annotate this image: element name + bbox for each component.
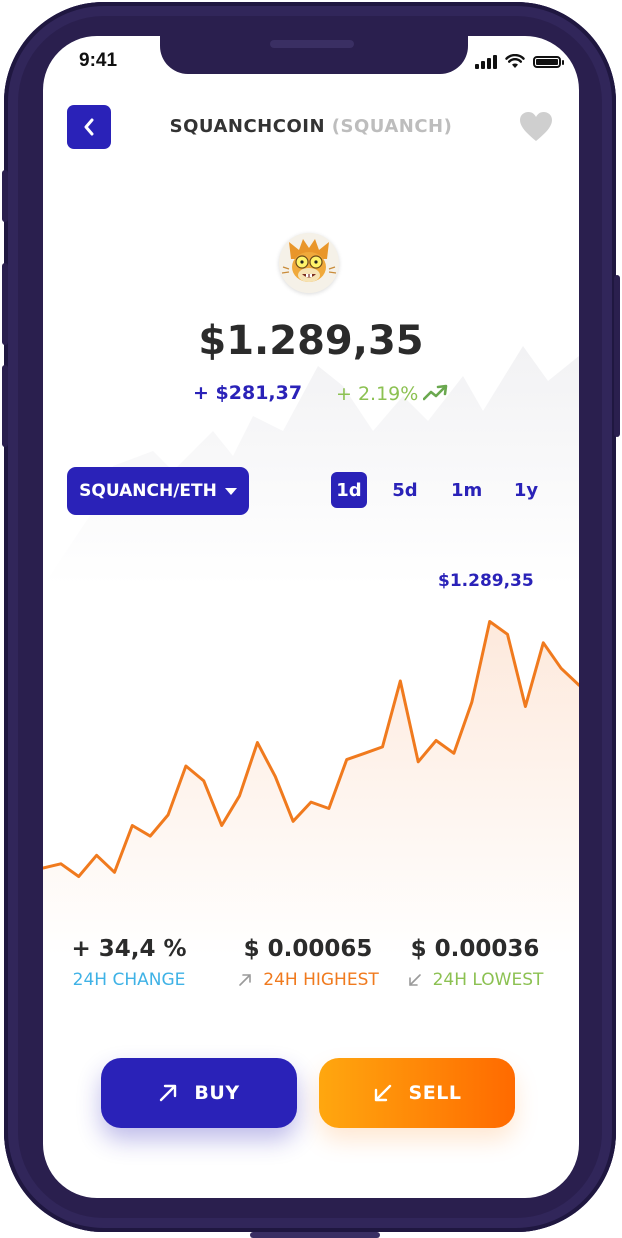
range-tab-1m[interactable]: 1m [451, 479, 483, 501]
price-change-percent: + 2.19% [336, 383, 419, 405]
sell-button-label: SELL [408, 1082, 462, 1104]
cellular-signal-icon [475, 54, 497, 69]
chart-series-line [43, 620, 579, 878]
background-mountains [43, 346, 579, 586]
range-tab-1d[interactable]: 1d [331, 472, 367, 508]
range-tab-5d[interactable]: 5d [392, 479, 418, 501]
trending-up-icon [423, 384, 448, 401]
stat-24h-lowest-value: $ 0.00036 [410, 936, 540, 962]
range-tab-1y[interactable]: 1y [513, 479, 539, 501]
caret-down-icon [224, 487, 237, 495]
status-icons [475, 54, 564, 69]
stat-24h-lowest-label: 24H LOWEST [395, 970, 555, 990]
buy-button-label: BUY [194, 1082, 240, 1104]
heart-icon[interactable] [519, 111, 553, 143]
pair-selector-dropdown[interactable]: SQUANCH/ETH [67, 467, 249, 515]
page-title: SQUANCHCOIN (SQUANCH) [43, 116, 579, 137]
pair-selector-label: SQUANCH/ETH [79, 481, 217, 501]
chart-peak-label: $1.289,35 [438, 571, 534, 591]
notch-speaker [270, 40, 354, 48]
stat-24h-change: + 34,4 % 24H CHANGE [61, 936, 197, 990]
mute-switch [2, 170, 8, 222]
squanchy-cat-avatar-icon [279, 233, 339, 293]
stat-24h-lowest: $ 0.00036 24H LOWEST [395, 936, 555, 990]
coin-name: SQUANCHCOIN [169, 116, 326, 137]
volume-up-button [2, 263, 8, 345]
battery-icon [533, 55, 564, 68]
price-chart [43, 620, 579, 956]
app-screen: 9:41 SQUANCHCOIN (SQUANCH) [43, 36, 579, 1198]
back-button[interactable] [67, 105, 111, 149]
sell-button[interactable]: SELL [319, 1058, 515, 1128]
stat-24h-highest: $ 0.00065 24H HIGHEST [223, 936, 393, 990]
home-indicator [250, 1232, 380, 1238]
stat-24h-change-value: + 34,4 % [71, 936, 187, 962]
coin-price: $1.289,35 [198, 318, 424, 364]
stat-24h-highest-label: 24H HIGHEST [223, 970, 393, 990]
arrow-down-left-icon [374, 1084, 391, 1102]
chevron-left-icon [84, 118, 94, 136]
chart-area-fill [43, 621, 579, 956]
volume-down-button [2, 365, 8, 447]
coin-ticker: (SQUANCH) [331, 116, 453, 137]
power-button [614, 275, 620, 437]
stat-24h-change-label: 24H CHANGE [72, 970, 186, 990]
arrow-up-right-icon [160, 1084, 177, 1102]
wifi-icon [505, 54, 525, 68]
price-change-absolute: + $281,37 [193, 382, 303, 404]
buy-button[interactable]: BUY [101, 1058, 297, 1128]
status-time: 9:41 [79, 50, 118, 71]
arrow-up-right-icon [239, 974, 252, 986]
arrow-down-left-icon [408, 974, 421, 986]
device-notch [160, 36, 468, 74]
stat-24h-highest-value: $ 0.00065 [243, 936, 373, 962]
